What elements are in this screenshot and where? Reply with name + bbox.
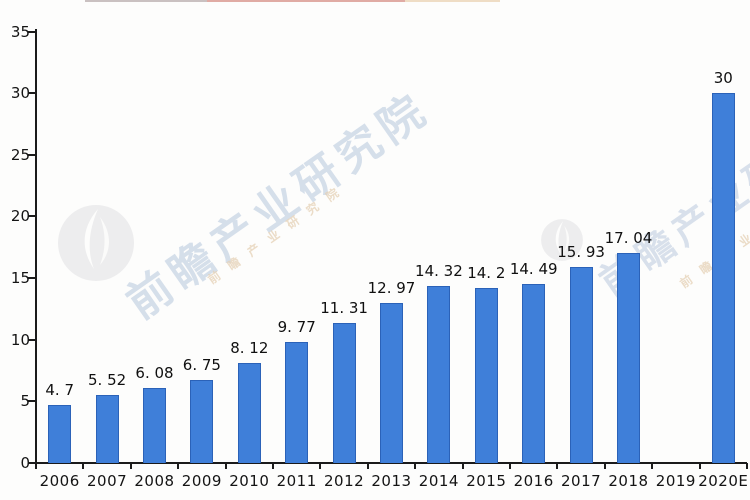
watermark-logo-icon bbox=[58, 205, 134, 281]
bar-2010 bbox=[237, 362, 261, 463]
bar-2020E bbox=[711, 93, 735, 463]
x-axis-tick bbox=[556, 463, 559, 469]
bar-2018 bbox=[617, 252, 640, 463]
y-axis bbox=[35, 29, 37, 464]
bar-2016 bbox=[522, 284, 546, 463]
x-axis-label-2013: 2013 bbox=[371, 472, 412, 490]
bar-value-2018: 17. 04 bbox=[604, 228, 653, 247]
x-axis-tick bbox=[129, 463, 132, 469]
x-axis-label-2008: 2008 bbox=[134, 472, 175, 490]
cropped-title-remnant bbox=[85, 0, 207, 2]
bar-2012 bbox=[332, 323, 356, 463]
x-axis-label-2006: 2006 bbox=[39, 472, 80, 490]
x-axis-label-2019: 2019 bbox=[655, 472, 696, 490]
bar-value-2015: 14. 2 bbox=[467, 263, 506, 282]
cropped-title-remnant bbox=[405, 0, 500, 2]
x-axis-label-2016: 2016 bbox=[513, 472, 554, 490]
bar-2014 bbox=[427, 286, 451, 463]
bar-value-2009: 6. 75 bbox=[182, 355, 221, 374]
y-axis-tick bbox=[28, 215, 36, 218]
bar-value-2013: 12. 97 bbox=[367, 278, 416, 297]
y-axis-tick bbox=[28, 153, 36, 156]
bar-value-2012: 11. 31 bbox=[320, 299, 368, 318]
x-axis-label-2014: 2014 bbox=[418, 472, 459, 490]
bar-value-2008: 6. 08 bbox=[135, 363, 174, 382]
x-axis-tick bbox=[366, 463, 369, 469]
bar-value-2014: 14. 32 bbox=[415, 262, 463, 281]
y-axis-label: 35 bbox=[10, 22, 30, 41]
bar-value-2017: 15. 93 bbox=[557, 242, 605, 261]
x-axis-tick bbox=[319, 463, 322, 469]
bar-2011 bbox=[285, 342, 309, 463]
bar-2017 bbox=[569, 266, 593, 463]
y-axis-tick bbox=[28, 276, 36, 279]
y-axis-label: 20 bbox=[10, 207, 30, 226]
x-axis-label-2020E: 2020E bbox=[698, 472, 749, 490]
y-axis-tick bbox=[28, 400, 36, 403]
bar-2007 bbox=[95, 394, 119, 463]
x-axis-tick bbox=[35, 463, 37, 469]
x-axis-label-2007: 2007 bbox=[86, 472, 128, 490]
y-axis-label: 15 bbox=[10, 268, 30, 287]
bar-2013 bbox=[380, 302, 403, 463]
y-axis-tick bbox=[28, 92, 36, 95]
bar-value-2007: 5. 52 bbox=[88, 370, 127, 389]
bar-2006 bbox=[48, 404, 72, 463]
x-axis-label-2017: 2017 bbox=[560, 472, 602, 490]
x-axis-tick bbox=[698, 463, 701, 469]
y-axis-tick bbox=[28, 30, 36, 33]
x-axis-tick bbox=[603, 463, 606, 469]
bar-value-2016: 14. 49 bbox=[509, 260, 558, 279]
bar-2009 bbox=[190, 379, 214, 463]
y-axis-label: 0 bbox=[20, 453, 30, 472]
x-axis-tick bbox=[509, 463, 511, 469]
x-axis-label-2015: 2015 bbox=[466, 472, 507, 490]
x-axis-label-2010: 2010 bbox=[229, 472, 270, 490]
x-axis-label-2011: 2011 bbox=[276, 472, 317, 490]
y-axis-label: 5 bbox=[20, 392, 30, 411]
y-axis-tick bbox=[28, 461, 36, 464]
x-axis-label-2018: 2018 bbox=[608, 472, 649, 490]
x-axis-tick bbox=[177, 463, 180, 469]
x-axis-tick bbox=[272, 463, 274, 469]
bar-value-2006: 4. 7 bbox=[45, 380, 74, 399]
x-axis-tick bbox=[746, 463, 748, 469]
y-axis-tick bbox=[28, 338, 36, 341]
x-axis-tick bbox=[82, 463, 85, 469]
x-axis-tick bbox=[651, 463, 654, 469]
y-axis-label: 10 bbox=[10, 330, 30, 349]
x-axis-label-2009: 2009 bbox=[181, 472, 222, 490]
x-axis-label-2012: 2012 bbox=[323, 472, 365, 490]
x-axis-tick bbox=[461, 463, 464, 469]
bar-value-2010: 8. 12 bbox=[230, 338, 269, 357]
y-axis-label: 30 bbox=[10, 84, 30, 103]
bar-value-2020E: 30 bbox=[713, 69, 733, 88]
x-axis bbox=[35, 462, 747, 464]
y-axis-label: 25 bbox=[10, 145, 30, 164]
cropped-title-remnant bbox=[207, 0, 405, 2]
bar-2008 bbox=[143, 387, 166, 463]
x-axis-tick bbox=[224, 463, 227, 469]
x-axis-tick bbox=[414, 463, 417, 469]
bar-value-2011: 9. 77 bbox=[277, 318, 316, 337]
bar-2015 bbox=[474, 287, 498, 463]
